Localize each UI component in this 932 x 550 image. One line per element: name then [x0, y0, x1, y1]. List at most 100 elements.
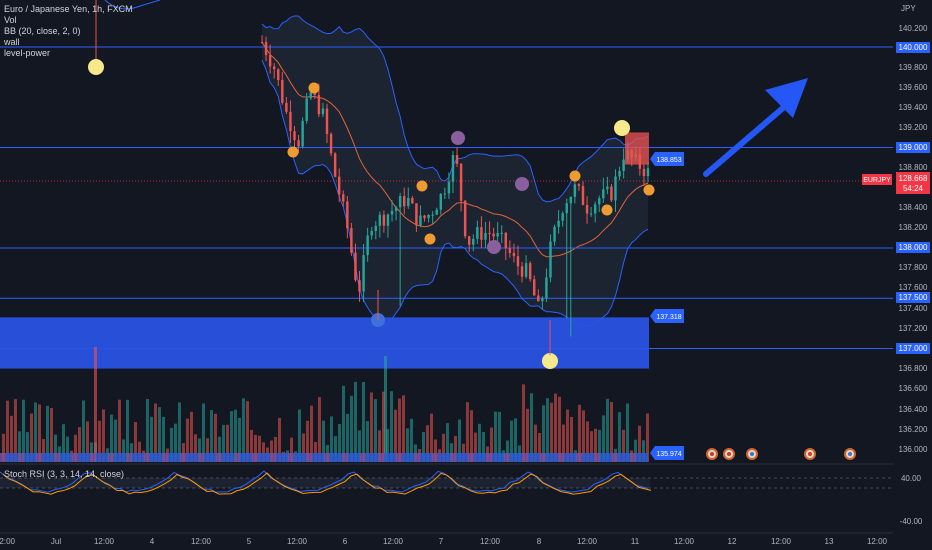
demand-zone[interactable] — [0, 317, 649, 369]
candle-body[interactable] — [472, 238, 475, 245]
legend-vol[interactable]: Vol — [4, 15, 17, 25]
candle-body[interactable] — [610, 186, 613, 201]
flag-label-low-bg[interactable] — [650, 446, 684, 460]
legend-level-power[interactable]: level-power — [4, 48, 51, 58]
candle-body[interactable] — [321, 108, 325, 115]
marker-yellow[interactable] — [88, 59, 104, 75]
stoch-rsi-label[interactable]: Stoch RSI (3, 3, 14, 14, close) — [4, 469, 125, 479]
candle-body[interactable] — [569, 196, 573, 204]
marker-purple[interactable] — [487, 240, 501, 254]
candle-body[interactable] — [390, 210, 394, 215]
candle-body[interactable] — [480, 227, 483, 240]
trend-arrow-head[interactable] — [765, 78, 808, 118]
candle-body[interactable] — [358, 280, 361, 292]
symbol-tag-bg[interactable] — [862, 174, 892, 185]
candle-body[interactable] — [504, 232, 508, 249]
candle-body[interactable] — [289, 111, 292, 132]
candle-body[interactable] — [593, 204, 597, 214]
candle-body[interactable] — [443, 193, 447, 195]
candle-body[interactable] — [285, 102, 288, 112]
candle-body[interactable] — [411, 198, 414, 204]
candle-body[interactable] — [577, 184, 581, 186]
candle-body[interactable] — [492, 233, 495, 237]
candle-body[interactable] — [520, 266, 524, 277]
candle-body[interactable] — [565, 203, 568, 214]
candle-body[interactable] — [260, 41, 264, 43]
candle-body[interactable] — [313, 92, 317, 95]
candle-body[interactable] — [374, 225, 377, 232]
candle-body[interactable] — [346, 201, 349, 229]
marker-orange[interactable] — [416, 180, 428, 192]
candle-body[interactable] — [496, 233, 499, 237]
candle-body[interactable] — [646, 168, 650, 177]
candle-body[interactable] — [589, 213, 593, 215]
candle-body[interactable] — [549, 241, 552, 278]
price-level-tag-bg[interactable] — [896, 242, 930, 253]
marker-orange[interactable] — [601, 204, 613, 216]
candle-body[interactable] — [293, 131, 296, 141]
legend-bb[interactable]: BB (20, close, 2, 0) — [4, 26, 81, 36]
candle-body[interactable] — [606, 186, 609, 190]
candle-body[interactable] — [268, 55, 272, 67]
marker-orange[interactable] — [308, 82, 320, 94]
candle-body[interactable] — [329, 133, 333, 154]
candle-body[interactable] — [581, 185, 585, 205]
candle-body[interactable] — [524, 263, 528, 277]
trend-arrow-shaft[interactable] — [703, 99, 793, 177]
candle-body[interactable] — [533, 279, 536, 296]
candle-body[interactable] — [516, 256, 520, 267]
candle-body[interactable] — [561, 213, 564, 221]
marker-yellow[interactable] — [614, 120, 630, 136]
candle-body[interactable] — [508, 248, 512, 253]
price-level-tag-bg[interactable] — [896, 142, 930, 153]
candle-body[interactable] — [317, 94, 321, 115]
candle-body[interactable] — [305, 98, 308, 121]
candle-body[interactable] — [277, 69, 280, 80]
marker-yellow[interactable] — [542, 353, 558, 369]
candle-body[interactable] — [415, 203, 418, 226]
candle-body[interactable] — [370, 231, 373, 236]
price-level-tag-bg[interactable] — [896, 42, 930, 53]
candle-body[interactable] — [309, 92, 312, 99]
candle-body[interactable] — [378, 214, 382, 226]
candle-body[interactable] — [333, 153, 337, 177]
candle-body[interactable] — [281, 79, 284, 103]
candle-body[interactable] — [459, 163, 463, 201]
candle-body[interactable] — [264, 42, 268, 56]
candle-body[interactable] — [337, 176, 341, 195]
candle-body[interactable] — [642, 168, 646, 177]
candle-body[interactable] — [484, 232, 487, 240]
candle-body[interactable] — [439, 194, 442, 210]
candle-body[interactable] — [598, 198, 601, 205]
candle-body[interactable] — [463, 200, 467, 237]
candle-body[interactable] — [386, 214, 390, 226]
candle-body[interactable] — [297, 140, 300, 147]
candle-body[interactable] — [488, 232, 491, 234]
candle-body[interactable] — [476, 227, 479, 239]
zone-label-bg[interactable] — [650, 309, 684, 323]
candle-body[interactable] — [614, 176, 617, 201]
candle-body[interactable] — [622, 159, 625, 171]
candle-body[interactable] — [557, 220, 560, 227]
candle-body[interactable] — [301, 120, 304, 147]
candle-body[interactable] — [451, 154, 455, 182]
candle-body[interactable] — [398, 196, 402, 208]
candle-body[interactable] — [423, 215, 426, 219]
candle-body[interactable] — [382, 214, 386, 226]
candle-body[interactable] — [402, 196, 406, 207]
candle-body[interactable] — [362, 255, 365, 292]
candle-body[interactable] — [455, 154, 459, 164]
candle-body[interactable] — [325, 108, 329, 134]
candle-body[interactable] — [553, 226, 556, 242]
legend-title[interactable]: Euro / Japanese Yen, 1h, FXCM — [4, 4, 133, 14]
candle-body[interactable] — [618, 170, 621, 177]
candle-body[interactable] — [394, 207, 398, 211]
marker-purple[interactable] — [451, 131, 465, 145]
marker-orange[interactable] — [424, 233, 436, 245]
candle-body[interactable] — [541, 298, 544, 302]
candle-body[interactable] — [500, 232, 503, 234]
candle-body[interactable] — [419, 215, 422, 226]
candle-body[interactable] — [435, 209, 438, 215]
candle-body[interactable] — [272, 66, 276, 70]
